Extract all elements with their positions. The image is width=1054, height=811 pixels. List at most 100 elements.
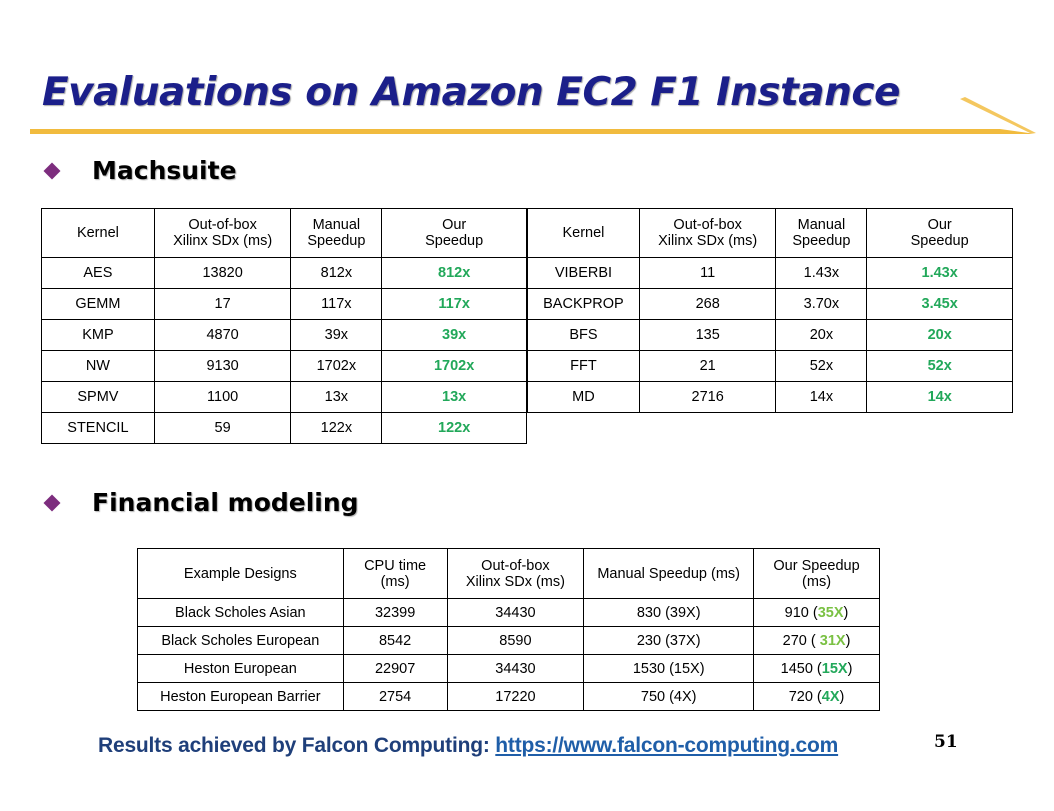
machsuite-table-right: Kernel Out-of-box Xilinx SDx (ms) Manual… bbox=[527, 208, 1013, 413]
sdx-cell: 34430 bbox=[446, 654, 585, 683]
our-speedup-cell: 1702x bbox=[381, 350, 527, 382]
our-speedup-cell: 720 (4X) bbox=[753, 682, 880, 711]
our-speedup-cell: 812x bbox=[381, 257, 527, 289]
table-row: SPMV 1100 13x 13x bbox=[41, 381, 527, 413]
table-row: FFT 21 52x 52x bbox=[527, 350, 1013, 382]
header-cell: Our Speedup bbox=[866, 208, 1013, 258]
manual-cell: 1530 (15X) bbox=[583, 654, 755, 683]
sdx-cell: 2716 bbox=[638, 381, 777, 413]
header-cell: Kernel bbox=[527, 208, 640, 258]
table-row: Heston European Barrier 2754 17220 750 (… bbox=[137, 682, 880, 711]
manual-cell: 122x bbox=[290, 412, 383, 444]
sdx-cell: 4870 bbox=[153, 319, 292, 351]
sdx-cell: 135 bbox=[638, 319, 777, 351]
cpu-cell: 22907 bbox=[342, 654, 448, 683]
our-speedup-cell: 52x bbox=[866, 350, 1013, 382]
manual-cell: 1.43x bbox=[775, 257, 868, 289]
sdx-cell: 9130 bbox=[153, 350, 292, 382]
our-speedup-cell: 910 (35X) bbox=[753, 598, 880, 627]
table-header-row: Kernel Out-of-box Xilinx SDx (ms) Manual… bbox=[527, 208, 1013, 258]
diamond-bullet-icon bbox=[43, 162, 61, 179]
table-row: NW 9130 1702x 1702x bbox=[41, 350, 527, 382]
table-row: STENCIL 59 122x 122x bbox=[41, 412, 527, 444]
manual-cell: 750 (4X) bbox=[583, 682, 755, 711]
sdx-cell: 21 bbox=[638, 350, 777, 382]
our-speedup-cell: 13x bbox=[381, 381, 527, 413]
table-row: BACKPROP 268 3.70x 3.45x bbox=[527, 288, 1013, 320]
sdx-cell: 8590 bbox=[446, 626, 585, 655]
table-row: VIBERBI 11 1.43x 1.43x bbox=[527, 257, 1013, 289]
our-speedup-cell: 122x bbox=[381, 412, 527, 444]
sdx-cell: 17220 bbox=[446, 682, 585, 711]
title-underline bbox=[30, 97, 1036, 134]
sdx-cell: 34430 bbox=[446, 598, 585, 627]
sdx-cell: 1100 bbox=[153, 381, 292, 413]
table-header-row: Kernel Out-of-box Xilinx SDx (ms) Manual… bbox=[41, 208, 527, 258]
our-speedup-cell: 117x bbox=[381, 288, 527, 320]
kernel-cell: NW bbox=[41, 350, 155, 382]
kernel-cell: STENCIL bbox=[41, 412, 155, 444]
header-cell: CPU time (ms) bbox=[342, 548, 448, 599]
design-cell: Heston European bbox=[137, 654, 344, 683]
our-speedup-cell: 14x bbox=[866, 381, 1013, 413]
kernel-cell: BACKPROP bbox=[527, 288, 640, 320]
kernel-cell: KMP bbox=[41, 319, 155, 351]
header-cell: Out-of-box Xilinx SDx (ms) bbox=[638, 208, 777, 258]
footer-text: Results achieved by Falcon Computing: bbox=[98, 734, 496, 757]
slide-title: Evaluations on Amazon EC2 F1 Instance bbox=[42, 70, 900, 115]
table-row: BFS 135 20x 20x bbox=[527, 319, 1013, 351]
manual-cell: 812x bbox=[290, 257, 383, 289]
cpu-cell: 8542 bbox=[342, 626, 448, 655]
manual-cell: 230 (37X) bbox=[583, 626, 755, 655]
manual-cell: 39x bbox=[290, 319, 383, 351]
cpu-cell: 32399 bbox=[342, 598, 448, 627]
cpu-cell: 2754 bbox=[342, 682, 448, 711]
manual-cell: 1702x bbox=[290, 350, 383, 382]
our-speedup-cell: 39x bbox=[381, 319, 527, 351]
header-cell: Manual Speedup (ms) bbox=[583, 548, 755, 599]
kernel-cell: MD bbox=[527, 381, 640, 413]
manual-cell: 52x bbox=[775, 350, 868, 382]
table-row: Heston European 22907 34430 1530 (15X) 1… bbox=[137, 654, 880, 683]
machsuite-table-left: Kernel Out-of-box Xilinx SDx (ms) Manual… bbox=[41, 208, 527, 444]
manual-cell: 20x bbox=[775, 319, 868, 351]
bullet-machsuite: Machsuite bbox=[43, 156, 237, 185]
kernel-cell: VIBERBI bbox=[527, 257, 640, 289]
sdx-cell: 17 bbox=[153, 288, 292, 320]
our-speedup-cell: 1450 (15X) bbox=[753, 654, 880, 683]
header-cell: Out-of-box Xilinx SDx (ms) bbox=[446, 548, 585, 599]
manual-cell: 3.70x bbox=[775, 288, 868, 320]
section-heading: Financial modeling bbox=[92, 488, 359, 517]
header-cell: Example Designs bbox=[137, 548, 344, 599]
manual-cell: 13x bbox=[290, 381, 383, 413]
sdx-cell: 59 bbox=[153, 412, 292, 444]
footer-credit: Results achieved by Falcon Computing: ht… bbox=[98, 734, 838, 758]
kernel-cell: FFT bbox=[527, 350, 640, 382]
design-cell: Black Scholes European bbox=[137, 626, 344, 655]
header-cell: Our Speedup (ms) bbox=[753, 548, 880, 599]
kernel-cell: AES bbox=[41, 257, 155, 289]
our-speedup-cell: 1.43x bbox=[866, 257, 1013, 289]
our-speedup-cell: 3.45x bbox=[866, 288, 1013, 320]
bullet-financial: Financial modeling bbox=[43, 488, 359, 517]
table-header-row: Example Designs CPU time (ms) Out-of-box… bbox=[137, 548, 880, 599]
header-cell: Manual Speedup bbox=[290, 208, 383, 258]
financial-table: Example Designs CPU time (ms) Out-of-box… bbox=[137, 548, 880, 711]
table-row: MD 2716 14x 14x bbox=[527, 381, 1013, 413]
header-cell: Manual Speedup bbox=[775, 208, 868, 258]
falcon-link[interactable]: https://www.falcon-computing.com bbox=[495, 734, 839, 757]
table-row: AES 13820 812x 812x bbox=[41, 257, 527, 289]
header-cell: Kernel bbox=[41, 208, 155, 258]
our-speedup-cell: 20x bbox=[866, 319, 1013, 351]
kernel-cell: BFS bbox=[527, 319, 640, 351]
design-cell: Heston European Barrier bbox=[137, 682, 344, 711]
section-heading: Machsuite bbox=[92, 156, 237, 185]
sdx-cell: 11 bbox=[638, 257, 777, 289]
table-row: Black Scholes European 8542 8590 230 (37… bbox=[137, 626, 880, 655]
header-cell: Our Speedup bbox=[381, 208, 527, 258]
sdx-cell: 13820 bbox=[153, 257, 292, 289]
our-speedup-cell: 270 ( 31X) bbox=[753, 626, 880, 655]
manual-cell: 117x bbox=[290, 288, 383, 320]
sdx-cell: 268 bbox=[638, 288, 777, 320]
table-row: GEMM 17 117x 117x bbox=[41, 288, 527, 320]
